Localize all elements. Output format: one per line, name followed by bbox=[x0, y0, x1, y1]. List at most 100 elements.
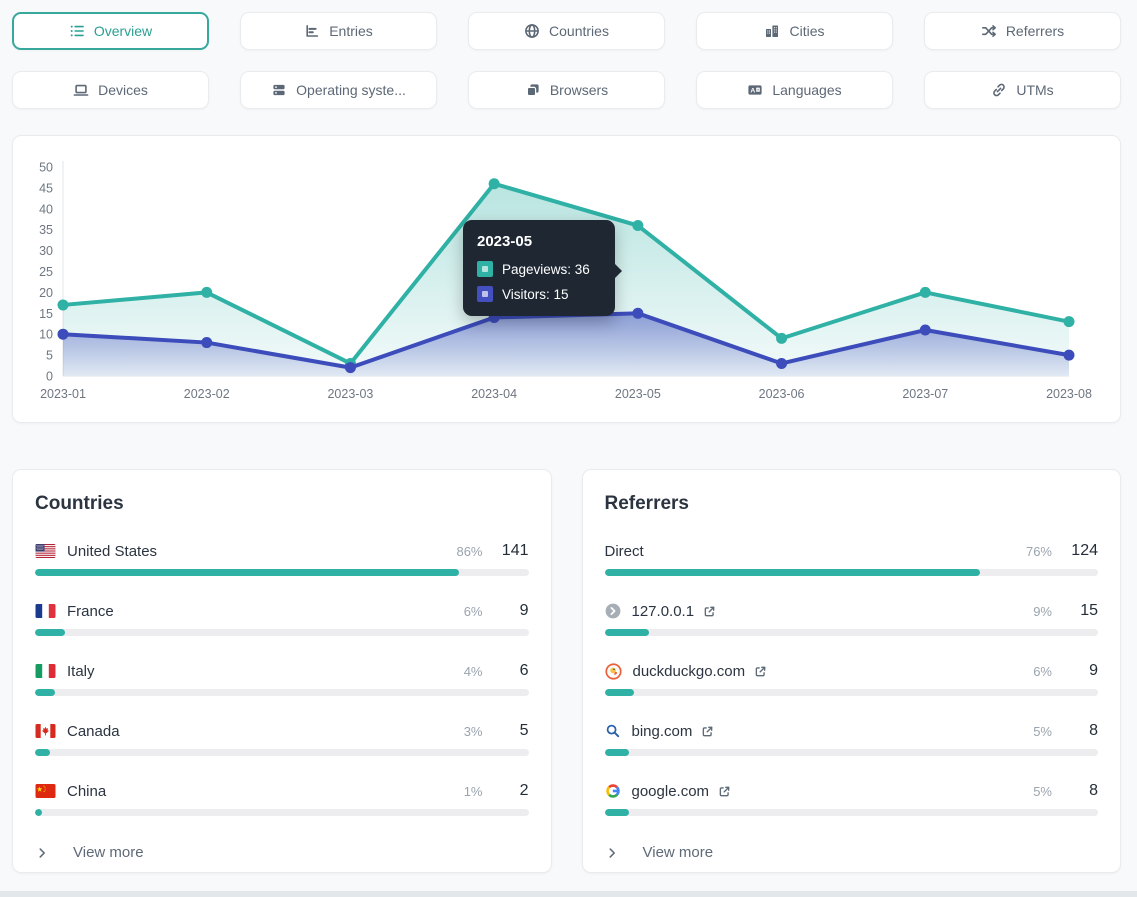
progress-bar bbox=[604, 809, 1098, 816]
row-percent: 6% bbox=[1033, 663, 1052, 679]
pageviews-point[interactable] bbox=[632, 220, 644, 232]
tab-entries[interactable]: Entries bbox=[240, 12, 437, 50]
pageviews-line bbox=[61, 181, 1071, 366]
row-label: Canada bbox=[67, 722, 120, 740]
us-flag-icon bbox=[35, 544, 56, 558]
row-label: Direct bbox=[604, 542, 644, 560]
row-label: Italy bbox=[67, 662, 95, 680]
row-count: 8 bbox=[1089, 722, 1098, 739]
external-link-icon[interactable] bbox=[703, 605, 716, 618]
row-percent: 5% bbox=[1033, 723, 1052, 739]
shuffle-icon bbox=[981, 23, 997, 39]
visitors-point[interactable] bbox=[1063, 349, 1075, 361]
referrers-view-more-button[interactable]: View more bbox=[605, 844, 714, 861]
row-percent: 5% bbox=[1033, 783, 1052, 799]
y-tick-label: 50 bbox=[39, 161, 53, 175]
row-label: China bbox=[67, 782, 107, 800]
row-count: 2 bbox=[519, 782, 529, 799]
visitors-point[interactable] bbox=[57, 328, 69, 340]
visitors-point[interactable] bbox=[344, 362, 356, 374]
tab-browsers[interactable]: Browsers bbox=[468, 71, 665, 109]
tab-label: Operating syste... bbox=[296, 82, 406, 98]
row-percent: 76% bbox=[1025, 543, 1052, 559]
row-count: 8 bbox=[1089, 782, 1098, 799]
row-count: 9 bbox=[1089, 662, 1098, 679]
row-label: duckduckgo.com bbox=[632, 662, 746, 680]
row-percent: 3% bbox=[463, 723, 483, 739]
table-row: China 1% 2 bbox=[35, 782, 529, 816]
pageviews-point[interactable] bbox=[1063, 316, 1075, 328]
tab-label: Languages bbox=[772, 82, 842, 98]
progress-bar bbox=[604, 749, 1098, 756]
series-swatch-icon bbox=[477, 261, 493, 277]
tab-overview[interactable]: Overview bbox=[12, 12, 209, 50]
table-row: bing.com 5% 8 bbox=[604, 722, 1098, 756]
row-percent: 86% bbox=[456, 543, 483, 559]
pageviews-point[interactable] bbox=[201, 286, 213, 298]
list-icon bbox=[69, 23, 85, 39]
stats-cards-row: Countries United States 86% 141 France 6% 9 It… bbox=[12, 469, 1121, 873]
view-more-label: View more bbox=[642, 844, 714, 861]
laptop-icon bbox=[73, 82, 89, 98]
x-tick-label: 2023-01 bbox=[40, 387, 86, 401]
tab-operating-systems[interactable]: Operating syste... bbox=[240, 71, 437, 109]
x-tick-label: 2023-06 bbox=[759, 387, 805, 401]
referrers-card-title: Referrers bbox=[604, 493, 690, 514]
visitors-point[interactable] bbox=[632, 307, 644, 319]
tab-referrers[interactable]: Referrers bbox=[924, 12, 1121, 50]
svg-text:A: A bbox=[751, 88, 756, 95]
progress-bar bbox=[604, 629, 1098, 636]
pageviews-point[interactable] bbox=[57, 299, 69, 311]
tab-languages[interactable]: A Languages bbox=[696, 71, 893, 109]
row-count: 141 bbox=[501, 542, 529, 559]
y-tick-label: 35 bbox=[39, 223, 53, 237]
external-link-icon[interactable] bbox=[718, 785, 731, 798]
visitors-area bbox=[63, 313, 1069, 376]
pageviews-point[interactable] bbox=[919, 286, 931, 298]
countries-card-title: Countries bbox=[35, 493, 124, 514]
external-link-icon[interactable] bbox=[701, 725, 714, 738]
bing-favicon-icon bbox=[605, 723, 621, 739]
tab-utms[interactable]: UTMs bbox=[924, 71, 1121, 109]
row-percent: 9% bbox=[1033, 603, 1052, 619]
tab-cities[interactable]: Cities bbox=[696, 12, 893, 50]
table-row: Canada 3% 5 bbox=[35, 722, 529, 756]
analytics-tab-bar: Overview Entries Countries Cities Referrers D… bbox=[12, 12, 1121, 109]
y-tick-label: 30 bbox=[39, 244, 53, 258]
tab-label: Browsers bbox=[549, 82, 609, 98]
x-tick-label: 2023-07 bbox=[902, 387, 948, 401]
cn-flag-icon bbox=[35, 784, 56, 798]
table-row: 127.0.0.1 9% 15 bbox=[604, 602, 1098, 636]
row-percent: 4% bbox=[463, 663, 483, 679]
tab-label: Countries bbox=[549, 23, 609, 39]
visitors-point[interactable] bbox=[201, 337, 213, 349]
tab-countries[interactable]: Countries bbox=[468, 12, 665, 50]
progress-bar bbox=[35, 569, 529, 576]
visitors-point[interactable] bbox=[919, 324, 931, 336]
series-swatch-icon bbox=[477, 286, 493, 302]
progress-bar bbox=[604, 569, 1098, 576]
progress-bar bbox=[35, 689, 529, 696]
tooltip-series-value: Pageviews: 36 bbox=[502, 261, 590, 277]
link-icon bbox=[991, 82, 1007, 98]
chevron-right-icon bbox=[35, 846, 49, 860]
countries-view-more-button[interactable]: View more bbox=[35, 844, 144, 861]
progress-bar bbox=[35, 809, 529, 816]
tooltip-series-row: Visitors: 15 bbox=[477, 286, 601, 302]
visitors-point[interactable] bbox=[776, 357, 788, 369]
tab-devices[interactable]: Devices bbox=[12, 71, 209, 109]
translate-icon: A bbox=[747, 82, 763, 98]
tab-label: Referrers bbox=[1005, 23, 1065, 39]
tab-label: Devices bbox=[98, 82, 148, 98]
table-row: duckduckgo.com 6% 9 bbox=[604, 662, 1098, 696]
table-row: google.com 5% 8 bbox=[604, 782, 1098, 816]
external-link-icon[interactable] bbox=[754, 665, 767, 678]
buildings-icon bbox=[764, 23, 780, 39]
table-row: United States 86% 141 bbox=[35, 542, 529, 576]
table-row: Italy 4% 6 bbox=[35, 662, 529, 696]
traffic-chart-card: 0 5 10 15 20 25 30 35 40 45 50 2023-01 2023-02 2023-0… bbox=[12, 135, 1121, 423]
bar-chart-icon bbox=[304, 23, 320, 39]
tooltip-title: 2023-05 bbox=[477, 233, 533, 250]
pageviews-point[interactable] bbox=[488, 178, 500, 190]
pageviews-point[interactable] bbox=[776, 332, 788, 344]
